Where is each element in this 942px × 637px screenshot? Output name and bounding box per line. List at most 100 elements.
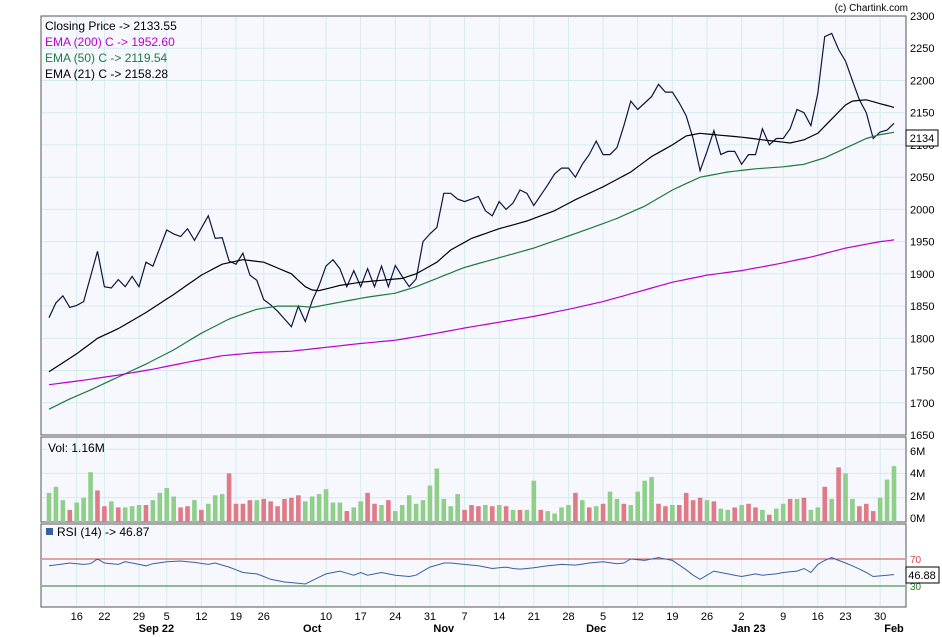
volume-bar	[649, 477, 654, 522]
volume-bar	[767, 514, 772, 522]
x-month-label: Sep 22	[139, 623, 174, 635]
x-tick-label: 22	[98, 611, 110, 623]
volume-bar	[891, 466, 897, 522]
x-tick-label: 14	[493, 611, 505, 623]
volume-bar	[656, 503, 661, 522]
x-month-label: Nov	[433, 623, 455, 635]
volume-bar	[559, 507, 564, 522]
volume-bar	[538, 509, 544, 522]
x-month-label: Oct	[303, 623, 322, 635]
volume-bar	[462, 509, 467, 522]
volume-bar	[746, 503, 751, 522]
volume-bar	[600, 503, 606, 522]
last-rsi-tag: 46.88	[905, 566, 940, 584]
volume-bar	[46, 492, 52, 522]
volume-bar	[794, 498, 800, 522]
volume-bar	[635, 491, 641, 522]
volume-bar	[122, 507, 128, 522]
volume-bar	[877, 497, 883, 522]
volume-bar	[753, 507, 758, 522]
x-tick-label: 23	[839, 611, 851, 623]
price-tick-label: 2250	[910, 43, 934, 55]
x-tick-label: 5	[164, 611, 170, 623]
volume-bar	[441, 498, 447, 522]
volume-bar	[206, 503, 211, 522]
price-tick-label: 1900	[910, 269, 934, 281]
volume-bar	[81, 497, 86, 522]
rsi-line	[48, 557, 895, 585]
volume-bar	[739, 505, 744, 522]
x-month-label: Jan 23	[731, 623, 765, 635]
last-price-value: 2134	[910, 133, 934, 145]
price-tick-label: 2200	[910, 75, 934, 87]
price-tick-label: 1750	[910, 366, 934, 378]
volume-bar	[233, 503, 239, 522]
volume-bar	[725, 509, 731, 522]
x-tick-label: 16	[71, 611, 83, 623]
x-tick-label: 19	[230, 611, 242, 623]
volume-bar	[289, 497, 294, 522]
volume-bar	[379, 505, 384, 522]
volume-bar	[850, 498, 855, 522]
price-tick-label: 1700	[910, 398, 934, 410]
x-tick-label: 28	[562, 611, 574, 623]
volume-bar	[704, 500, 710, 522]
volume-bar	[607, 491, 613, 522]
volume-bar	[240, 503, 246, 522]
price-grid	[42, 17, 905, 434]
x-tick-label: 17	[355, 611, 367, 623]
volume-bar	[344, 511, 350, 522]
price-panel: 1650170017501800185019001950200020502100…	[40, 11, 939, 442]
close-price-line	[48, 32, 895, 328]
price-tick-label: 1850	[910, 301, 934, 313]
volume-bar	[836, 467, 841, 522]
volume-bar	[815, 507, 821, 522]
volume-bar	[545, 511, 550, 522]
volume-bar	[829, 498, 834, 522]
volume-bars	[46, 466, 897, 522]
volume-bar	[697, 497, 703, 522]
volume-bar	[212, 495, 218, 522]
volume-bar	[199, 509, 204, 522]
x-tick-label: 21	[528, 611, 540, 623]
volume-bar	[683, 492, 689, 522]
volume-tick-4m: 4M	[910, 468, 925, 480]
legend-closing-price: Closing Price -> 2133.55	[45, 19, 177, 33]
volume-bar	[102, 506, 107, 522]
volume-bar	[296, 495, 301, 522]
volume-bar	[510, 509, 516, 522]
volume-bar	[524, 509, 530, 522]
price-tick-label: 2300	[910, 11, 934, 23]
volume-bar	[427, 485, 433, 522]
price-tick-label: 2050	[910, 172, 934, 184]
volume-label: Vol: 1.16M	[48, 441, 105, 455]
price-tick-label: 1800	[910, 333, 934, 345]
volume-bar	[780, 503, 786, 522]
volume-tick-2m: 2M	[910, 491, 925, 503]
x-tick-label: 16	[812, 611, 824, 623]
volume-bar	[628, 505, 634, 522]
volume-bar	[365, 492, 370, 522]
x-month-label: Dec	[586, 623, 606, 635]
x-tick-label: 24	[389, 611, 401, 623]
rsi-legend-swatch	[46, 528, 53, 535]
volume-bar	[573, 492, 578, 522]
volume-bar	[150, 500, 156, 522]
x-tick-label: 26	[701, 611, 713, 623]
volume-bar	[621, 503, 627, 522]
price-tick-label: 1950	[910, 237, 934, 249]
volume-bar	[822, 486, 828, 522]
volume-bar	[330, 502, 336, 522]
volume-bar	[178, 507, 183, 522]
volume-bar	[115, 507, 121, 522]
volume-bar	[580, 500, 585, 522]
volume-bar	[711, 501, 717, 522]
x-tick-label: 5	[600, 611, 606, 623]
volume-bar	[413, 503, 419, 522]
volume-bar	[870, 511, 876, 522]
volume-bar	[143, 505, 149, 522]
volume-bar	[185, 506, 190, 522]
volume-bar	[420, 500, 426, 522]
credit-text: (c) Chartink.com	[835, 3, 908, 14]
last-price-tag: 2134	[905, 129, 939, 147]
